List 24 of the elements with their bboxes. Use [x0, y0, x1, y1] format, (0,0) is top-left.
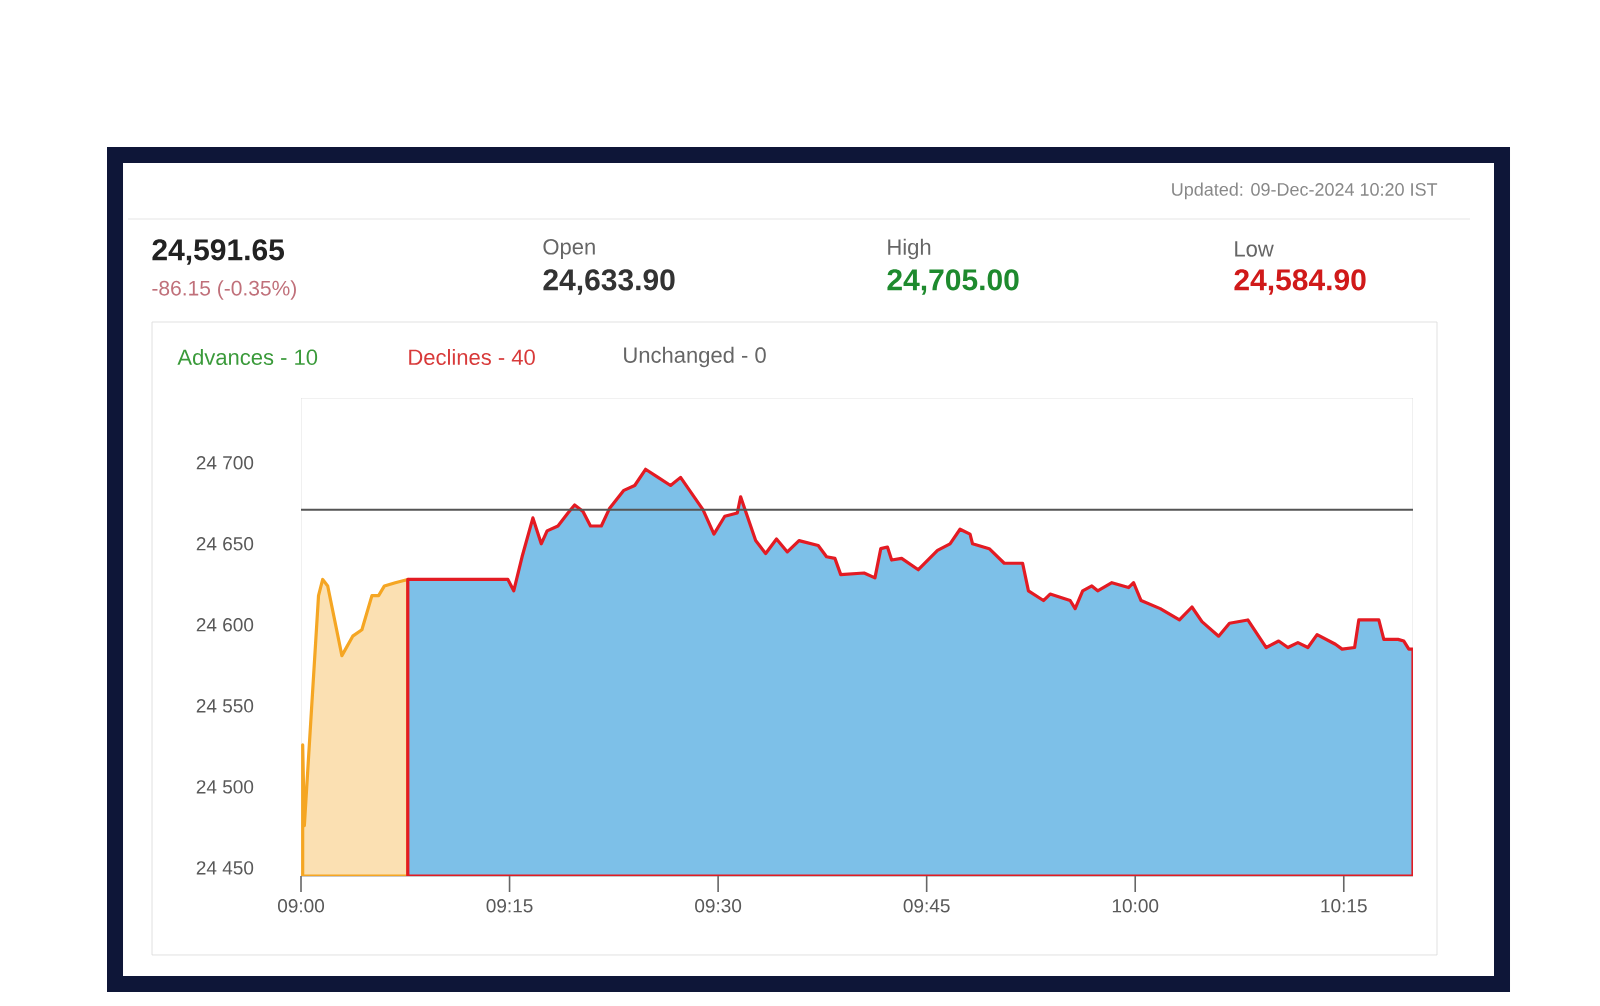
x-tick-label: 10:15: [1321, 899, 1367, 913]
y-tick-label: 24 650: [196, 537, 254, 551]
text: 24,584.90: [1234, 269, 1366, 295]
text: 24,633.90: [543, 269, 675, 295]
text: Updated: 09-Dec-2024 10:20 IST: [1172, 182, 1438, 200]
text: 24,591.65: [152, 239, 285, 265]
y-tick-label: 24 450: [196, 861, 254, 875]
y-tick-label: 24 550: [196, 699, 254, 713]
text: -86.15 (-0.35%): [152, 280, 296, 300]
text: Unchanged - 0: [624, 346, 766, 368]
x-tick-label: 09:00: [277, 899, 325, 913]
text: Open: [543, 239, 595, 259]
x-tick-label: 09:30: [695, 899, 742, 913]
y-tick-label: 24 500: [196, 780, 254, 794]
text: Declines - 40: [409, 348, 535, 366]
text: Advances - 10: [177, 348, 318, 366]
y-tick-label: 24 700: [196, 456, 254, 470]
y-tick-label: 24 600: [196, 618, 254, 632]
x-tick-label: 09:45: [903, 899, 950, 913]
x-tick-label: 10:00: [1112, 899, 1159, 913]
text: High: [888, 238, 931, 260]
x-tick-label: 09:15: [486, 899, 533, 913]
text: Low: [1235, 241, 1274, 257]
text: 24,705.00: [887, 269, 1019, 295]
